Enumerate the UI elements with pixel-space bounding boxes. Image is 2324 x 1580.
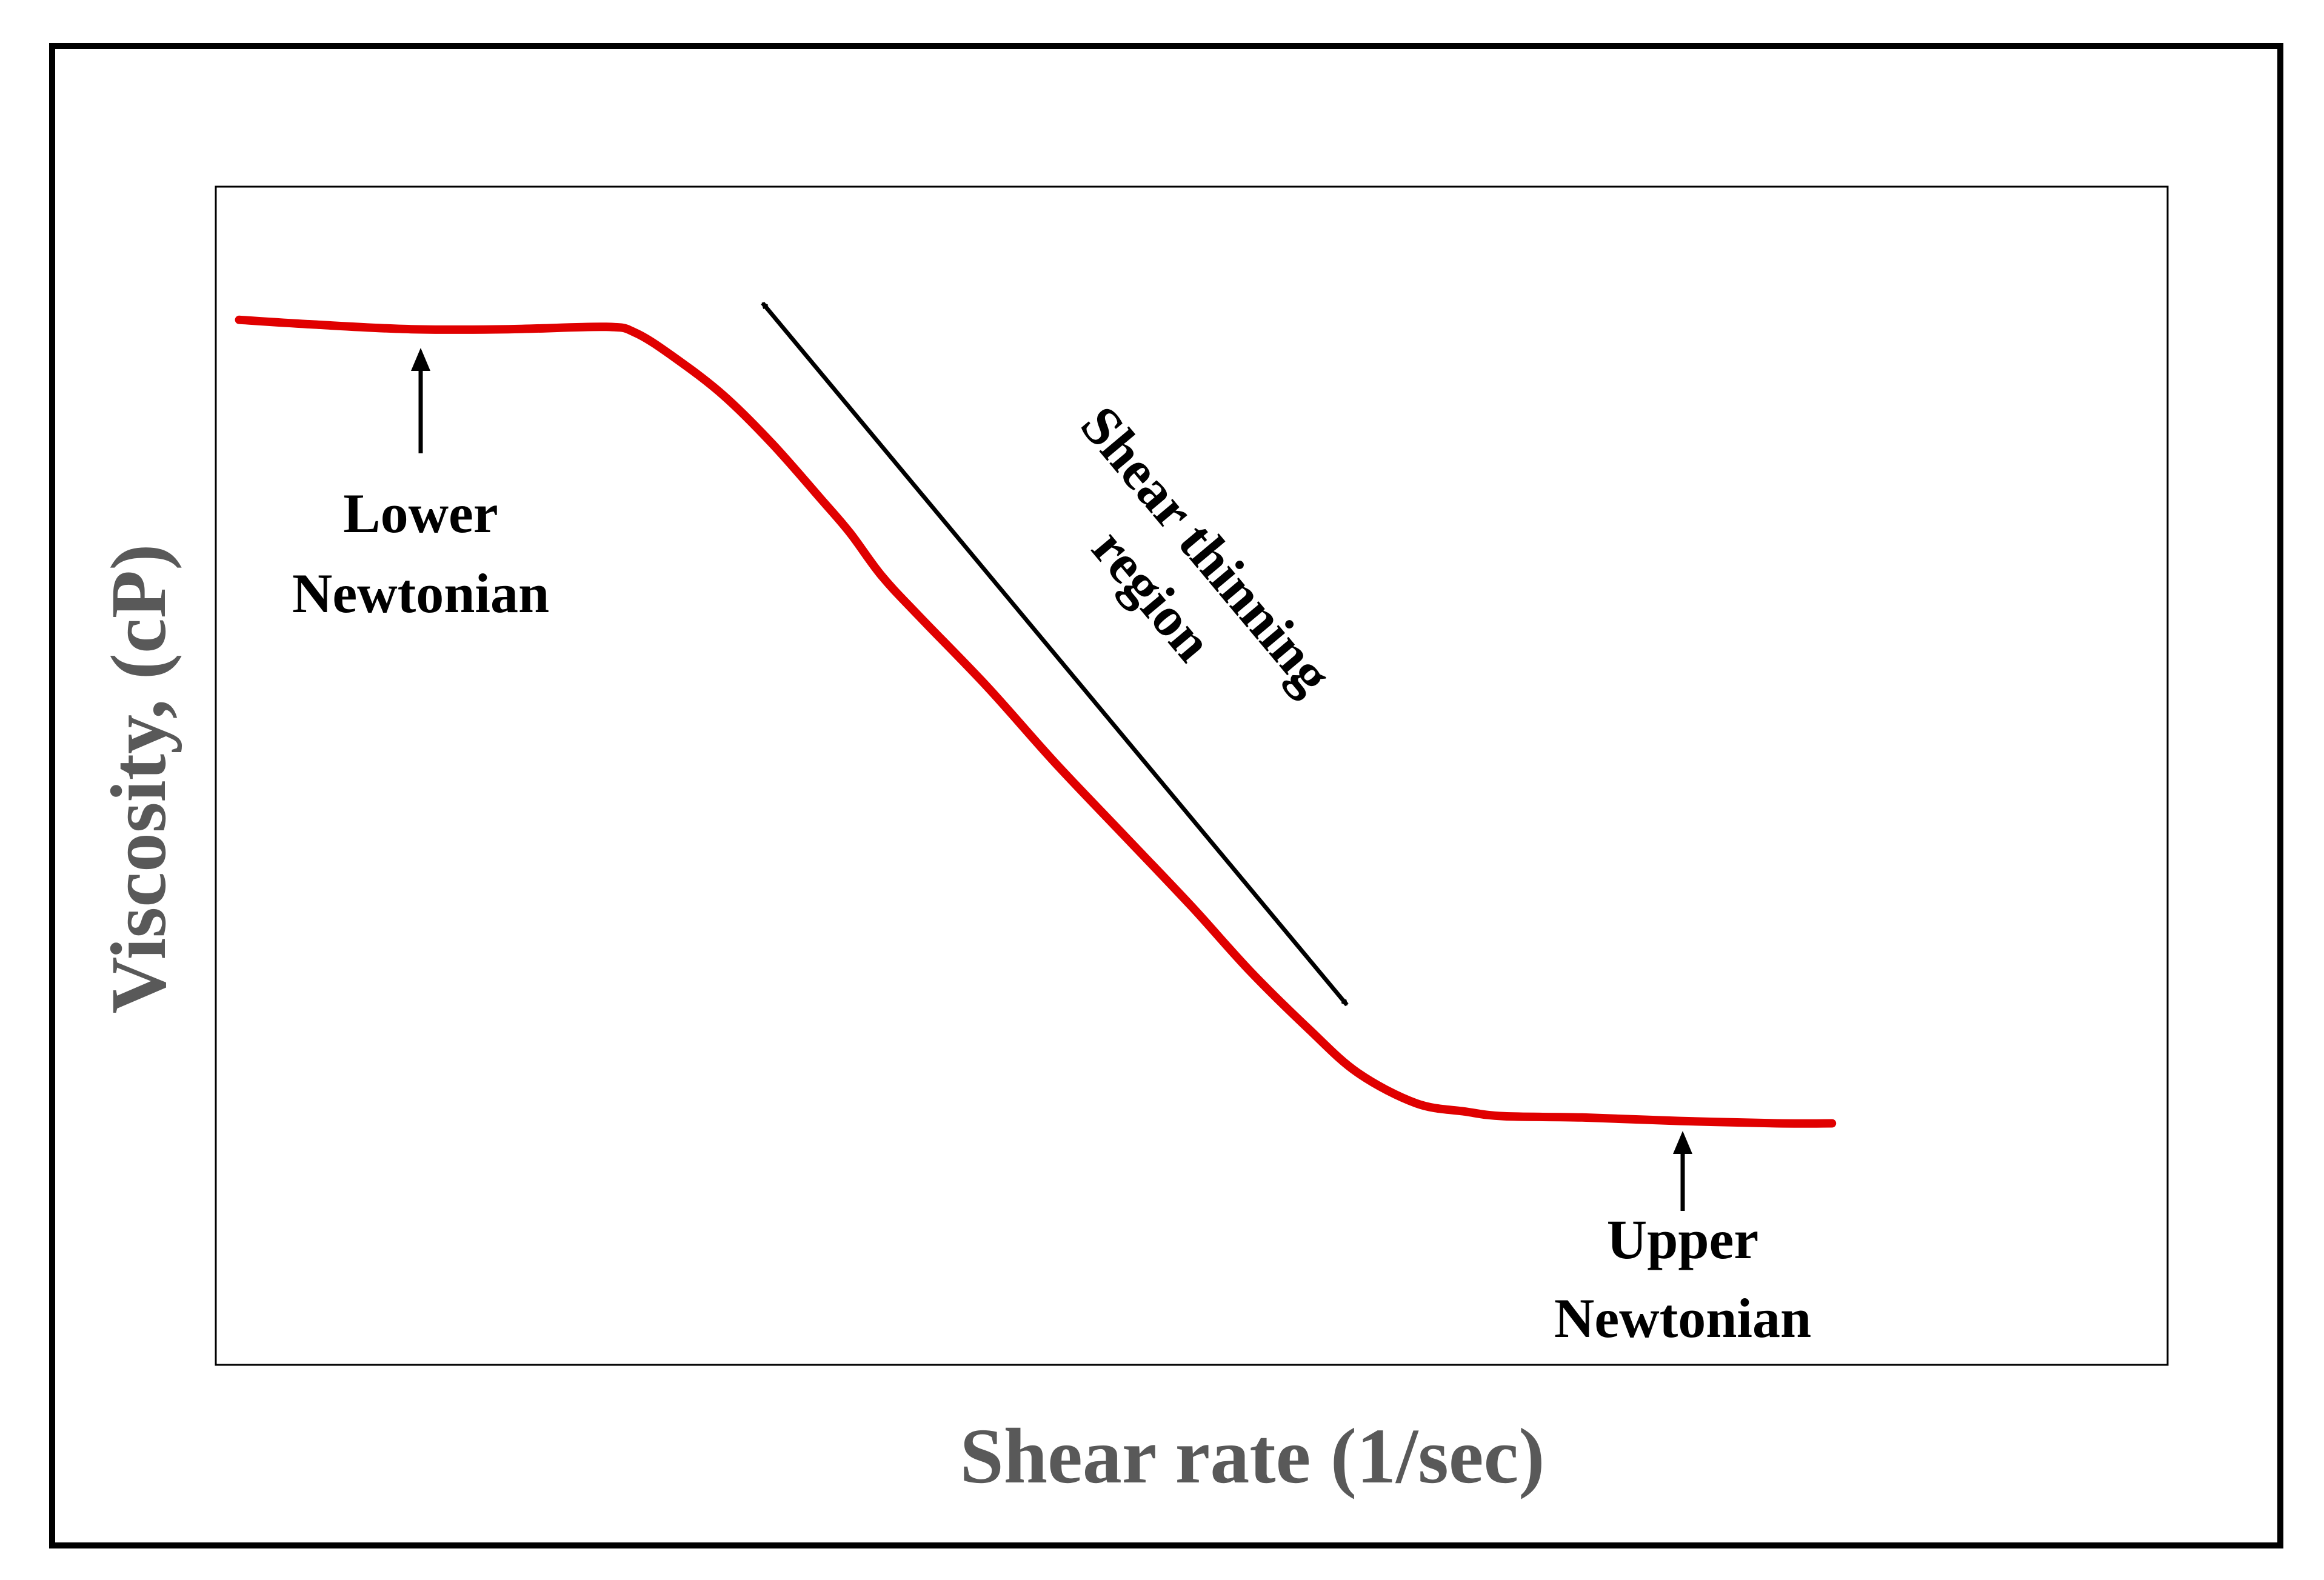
lower-newtonian-arrowhead [411, 348, 430, 371]
upper-newtonian-label-line1: Upper [1607, 1208, 1758, 1270]
upper-newtonian-arrowhead [1673, 1131, 1692, 1154]
x-axis-label: Shear rate (1/sec) [960, 1413, 1544, 1500]
plot-area [215, 185, 2169, 1366]
upper-newtonian-label-line2: Newtonian [1554, 1287, 1811, 1349]
lower-newtonian-label-line1: Lower [343, 482, 498, 544]
lower-newtonian-label-line2: Newtonian [292, 562, 549, 624]
y-axis-label: Viscosity, (cP) [95, 544, 182, 1014]
shear-thinning-arrow [761, 301, 1349, 1007]
